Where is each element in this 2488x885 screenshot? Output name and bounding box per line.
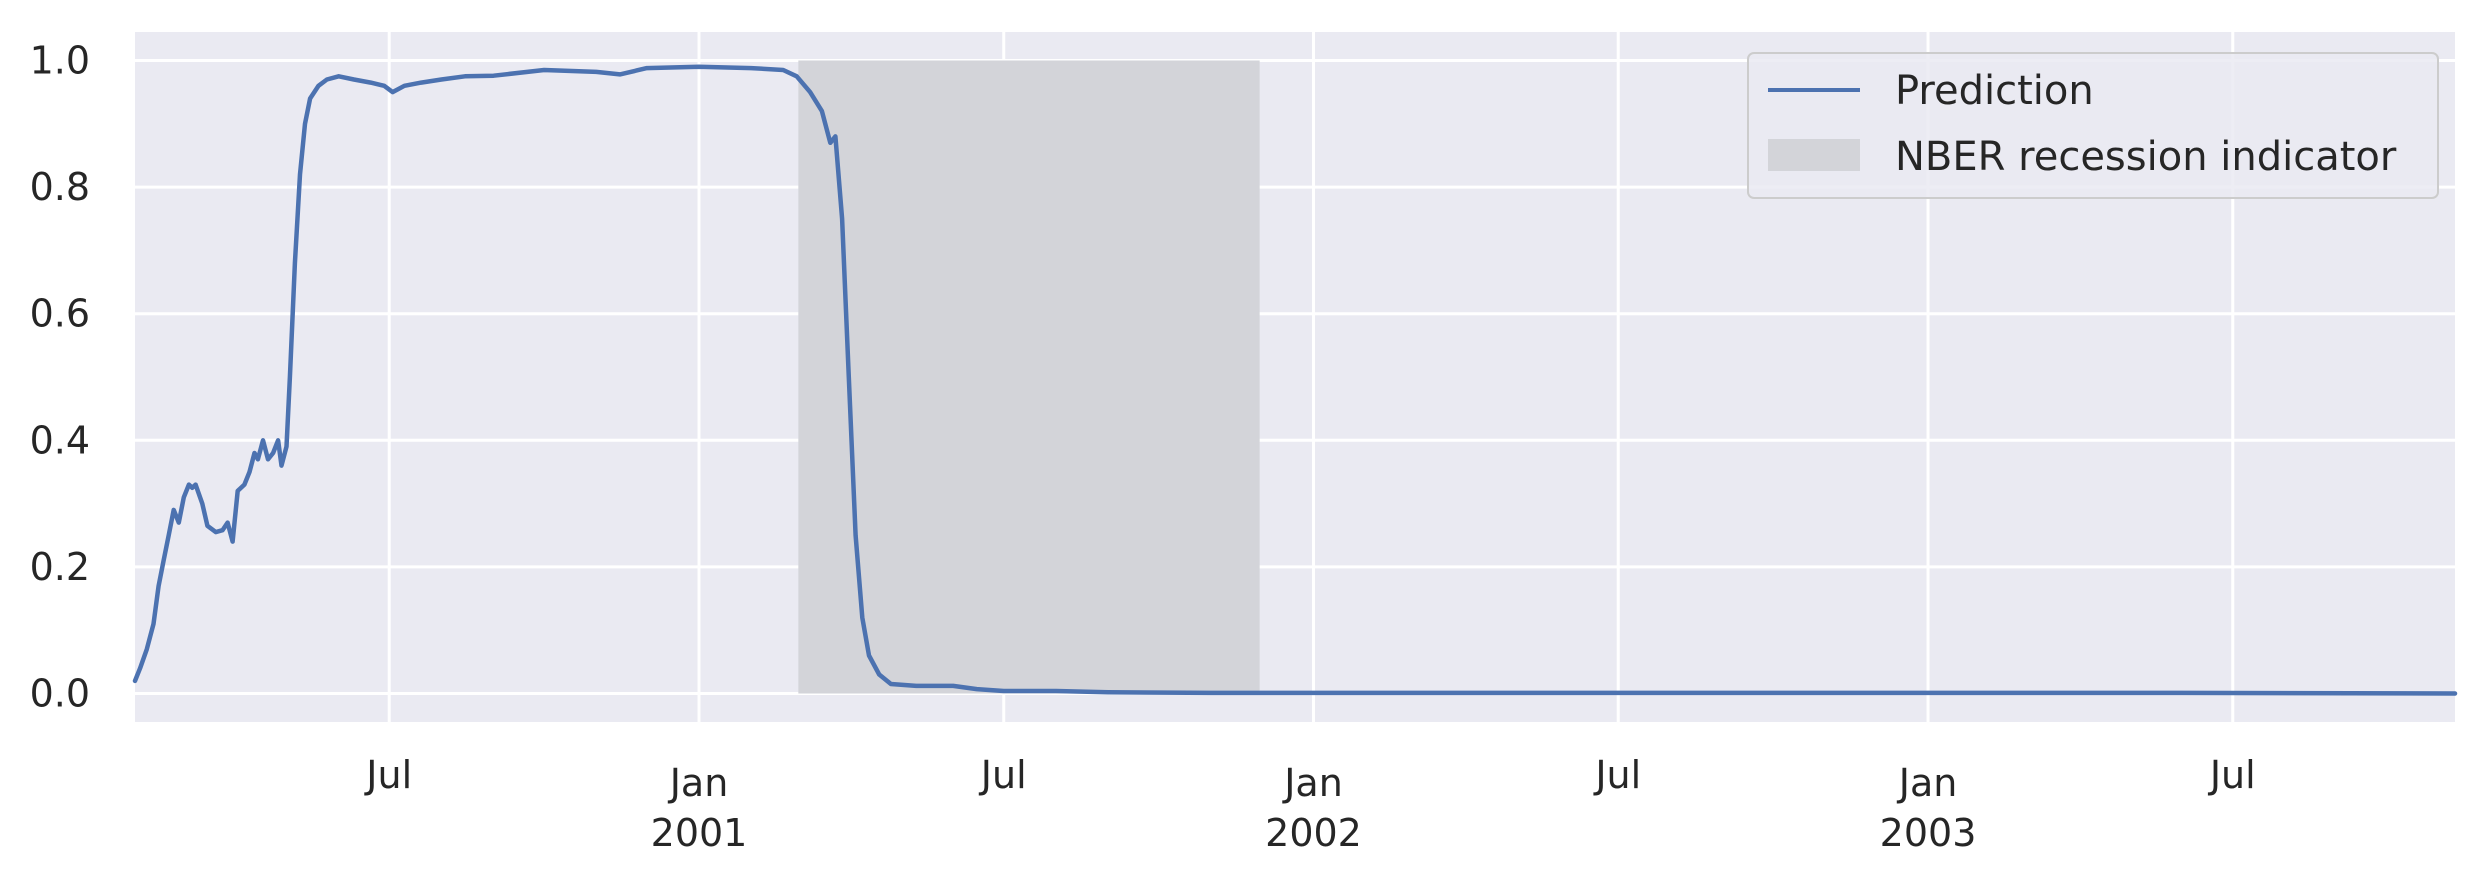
series-layer bbox=[132, 64, 2458, 696]
legend: Prediction NBER recession indicator bbox=[1747, 52, 2439, 199]
y-tick-label: 0.0 bbox=[30, 672, 90, 716]
x-tick-label: Jul bbox=[1593, 753, 1641, 797]
y-tick-label: 0.8 bbox=[30, 165, 90, 209]
x-tick-label: Jul bbox=[364, 753, 412, 797]
x-axis: Jul Jan 2001 Jul Jan 2002 Jul Jan 2003 Jul bbox=[364, 753, 2255, 855]
x-tick-label: Jul bbox=[2208, 753, 2256, 797]
series-line-prediction bbox=[132, 64, 2458, 696]
x-tick-year-label: 2001 bbox=[651, 811, 748, 855]
legend-entry-recession: NBER recession indicator bbox=[1895, 134, 2397, 180]
legend-patch-swatch bbox=[1768, 139, 1860, 171]
x-tick-year-label: 2003 bbox=[1880, 811, 1977, 855]
x-tick-label: Jan bbox=[1282, 761, 1343, 805]
x-tick-label: Jan bbox=[1897, 761, 1958, 805]
x-tick-label: Jan bbox=[668, 761, 729, 805]
y-tick-label: 0.2 bbox=[30, 545, 90, 589]
x-tick-label: Jul bbox=[979, 753, 1027, 797]
x-tick-year-label: 2002 bbox=[1265, 811, 1362, 855]
y-tick-label: 0.6 bbox=[30, 292, 90, 336]
y-tick-label: 1.0 bbox=[30, 38, 90, 82]
legend-entry-prediction: Prediction bbox=[1895, 68, 2094, 114]
y-axis: 0.0 0.2 0.4 0.6 0.8 1.0 bbox=[30, 38, 90, 715]
recession-shading bbox=[798, 60, 1260, 694]
recession-band bbox=[798, 60, 1260, 694]
legend-box bbox=[1747, 52, 2439, 199]
y-tick-label: 0.4 bbox=[30, 418, 90, 462]
